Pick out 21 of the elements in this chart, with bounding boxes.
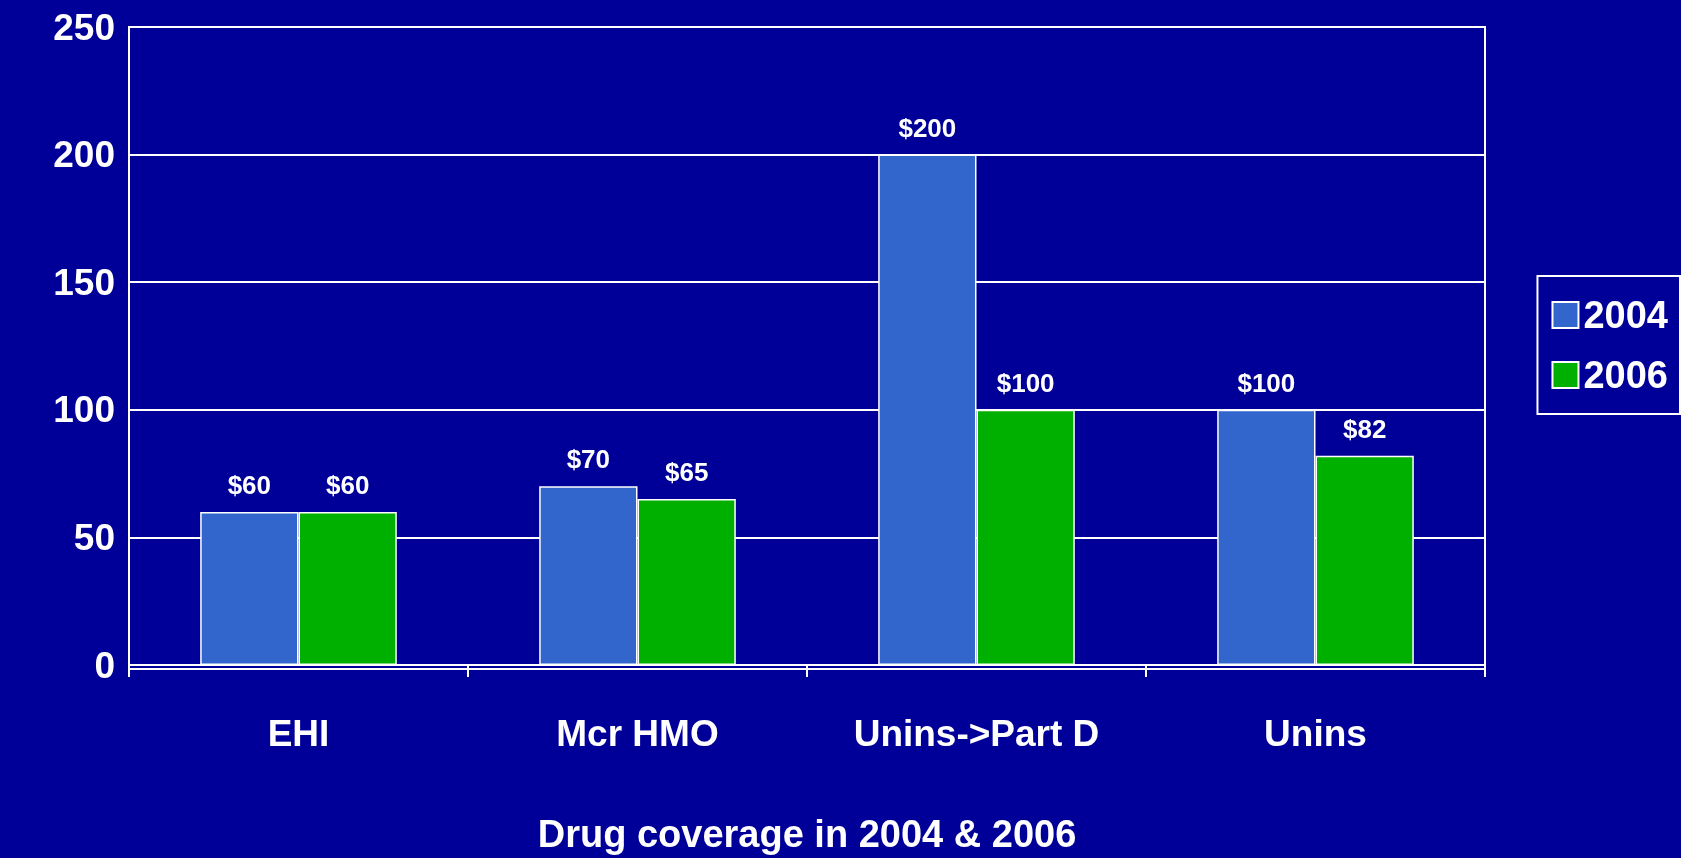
y-tick-label: 100	[53, 389, 115, 431]
y-tick-label: 200	[53, 134, 115, 176]
data-label: $200	[898, 112, 957, 143]
x-tick-label: Unins->Part D	[853, 713, 1100, 754]
data-label: $82	[1342, 413, 1387, 444]
x-tick-label: EHI	[267, 713, 330, 754]
data-label: $100	[1237, 367, 1296, 398]
x-axis-title: Drug coverage in 2004 & 2006	[537, 813, 1077, 855]
y-tick-label: 0	[94, 644, 115, 686]
y-tick-label: 250	[53, 6, 115, 48]
y-tick-label: 150	[53, 261, 115, 303]
x-tick-label: Unins	[1264, 713, 1367, 754]
data-label: $60	[227, 469, 272, 500]
data-label: $65	[664, 457, 709, 488]
legend-label: 2006	[1583, 354, 1669, 396]
legend-label: 2004	[1583, 294, 1669, 336]
data-label: $100	[996, 367, 1055, 398]
x-tick-label: Mcr HMO	[556, 713, 719, 754]
data-label: $70	[566, 444, 611, 475]
y-tick-label: 50	[73, 516, 115, 558]
data-label: $60	[325, 469, 370, 500]
